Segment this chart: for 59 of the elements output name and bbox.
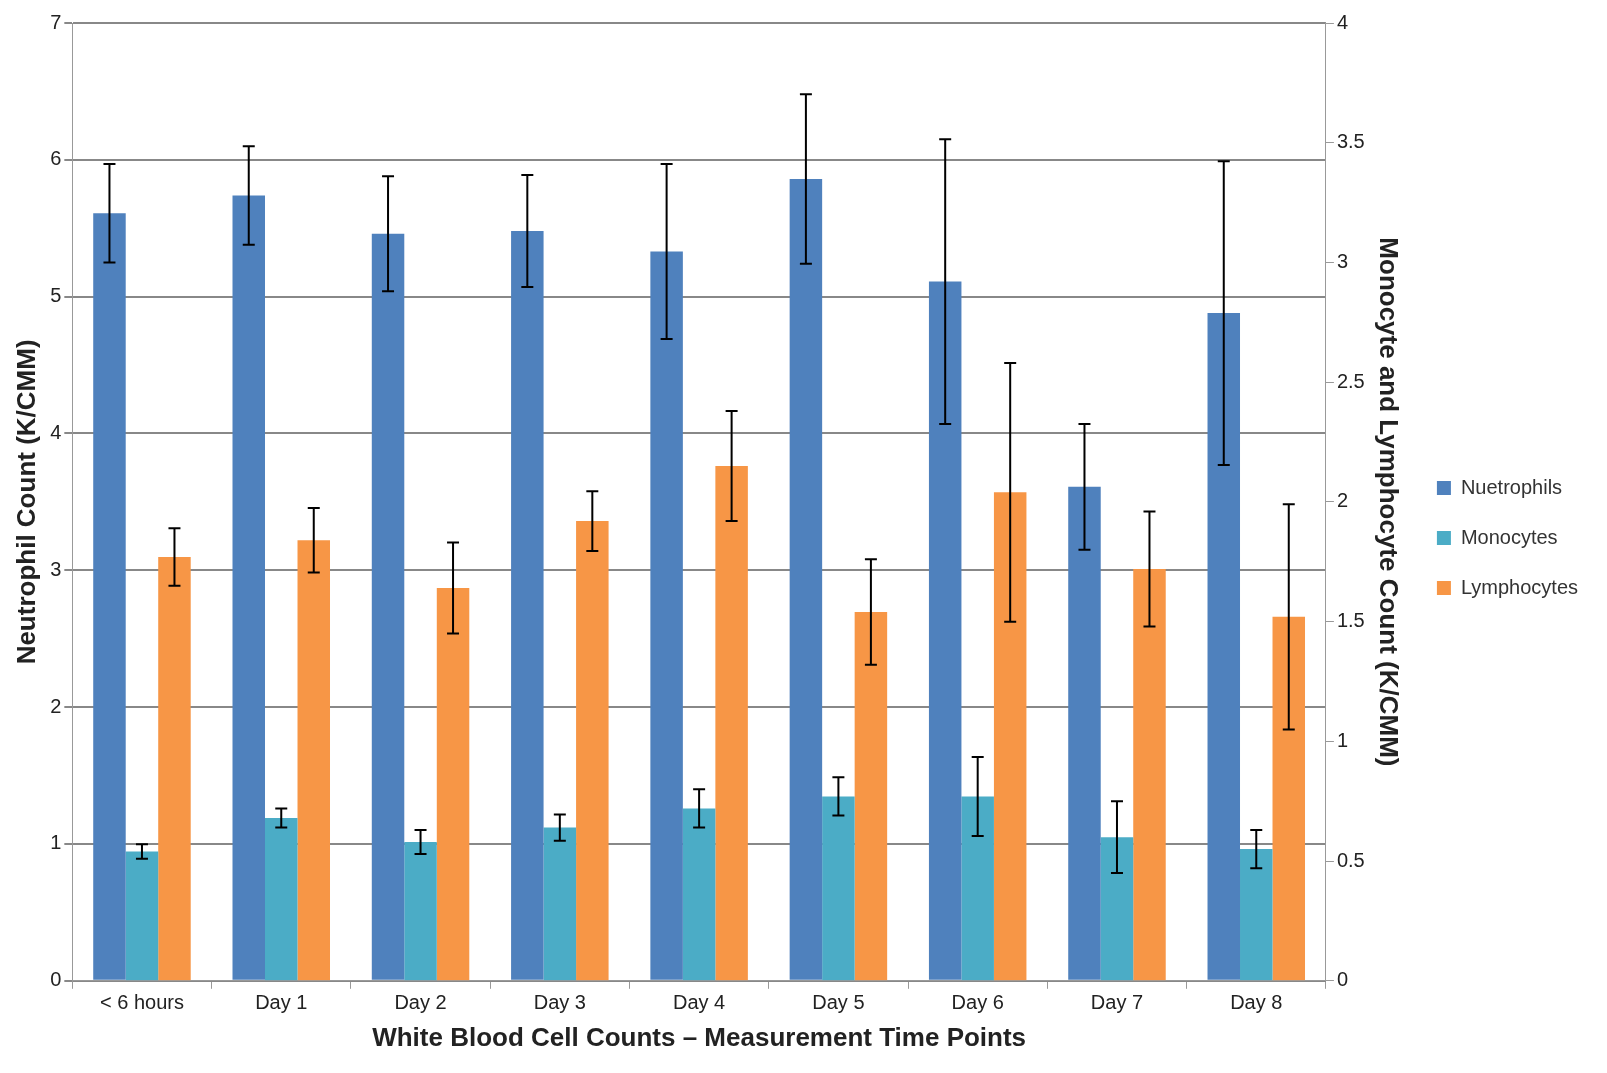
bar	[1100, 837, 1134, 981]
x-tick-label: Day 6	[951, 991, 1004, 1014]
x-tick-label: < 6 hours	[99, 991, 184, 1014]
y-axis-title: Neutrophil Count (K/CMM)	[10, 339, 41, 665]
y2-tick-label: 4	[1336, 10, 1349, 33]
bar	[436, 588, 470, 981]
bar	[1133, 568, 1166, 981]
y2-tick-label: 2	[1336, 489, 1349, 512]
y-tick-label: 4	[50, 421, 62, 443]
legend-label: Monocytes	[1460, 525, 1558, 548]
bar	[715, 465, 748, 981]
bar	[1207, 313, 1241, 980]
y-tick-label: 6	[50, 147, 62, 170]
bar	[854, 612, 888, 981]
y-tick-label: 1	[50, 831, 62, 854]
bar	[961, 796, 994, 981]
y2-tick-label: 0	[1336, 968, 1349, 991]
bar	[93, 213, 126, 980]
y-tick-label: 3	[50, 557, 62, 580]
y2-tick-label: 1	[1336, 728, 1349, 751]
bar	[789, 178, 823, 980]
bar	[404, 841, 437, 981]
y2-tick-label: 1.5	[1336, 609, 1365, 632]
y-tick-label: 0	[50, 968, 62, 991]
bar	[543, 827, 577, 981]
bar	[158, 556, 191, 981]
bar	[1240, 849, 1273, 981]
x-tick-label: Day 7	[1090, 991, 1144, 1014]
bar	[822, 796, 855, 981]
y2-tick-label: 3	[1336, 249, 1349, 272]
y2-axis-title: Monocyte and Lymphocyte Count (K/CMM)	[1374, 237, 1405, 767]
bar	[511, 230, 544, 980]
x-tick-label: Day 2	[394, 991, 447, 1014]
x-tick-label: Day 4	[672, 991, 726, 1014]
bar	[232, 195, 265, 980]
x-tick-label: Day 1	[255, 991, 308, 1014]
bar	[650, 251, 683, 980]
legend-label: Lymphocytes	[1460, 575, 1578, 598]
legend-label: Nuetrophils	[1460, 475, 1563, 498]
y-tick-label: 7	[50, 10, 62, 33]
bar	[576, 521, 609, 981]
x-tick-label: Day 5	[812, 991, 865, 1014]
bar	[265, 817, 298, 981]
y2-tick-label: 0.5	[1336, 848, 1365, 871]
bar	[1068, 486, 1101, 980]
bar	[371, 233, 405, 980]
bar	[928, 281, 962, 980]
bar	[682, 808, 716, 981]
y-tick-label: 2	[50, 694, 62, 717]
bar	[125, 851, 159, 981]
x-tick-label: Day 8	[1230, 991, 1283, 1014]
x-tick-label: Day 3	[533, 991, 586, 1014]
bar	[993, 492, 1027, 981]
y2-tick-label: 2.5	[1336, 369, 1365, 392]
bar	[1272, 616, 1306, 981]
x-axis-title: White Blood Cell Counts – Measurement Time Points	[372, 1021, 1027, 1052]
y-tick-label: 5	[50, 284, 62, 307]
y2-tick-label: 3.5	[1336, 130, 1365, 153]
bar	[297, 540, 330, 981]
